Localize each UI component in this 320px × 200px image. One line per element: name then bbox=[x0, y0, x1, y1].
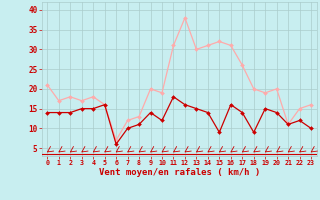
X-axis label: Vent moyen/en rafales ( km/h ): Vent moyen/en rafales ( km/h ) bbox=[99, 168, 260, 177]
